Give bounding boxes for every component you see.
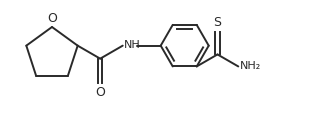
Text: S: S bbox=[213, 16, 221, 29]
Text: NH: NH bbox=[124, 40, 140, 50]
Text: O: O bbox=[47, 12, 57, 25]
Text: NH₂: NH₂ bbox=[240, 61, 262, 71]
Text: O: O bbox=[95, 86, 105, 99]
